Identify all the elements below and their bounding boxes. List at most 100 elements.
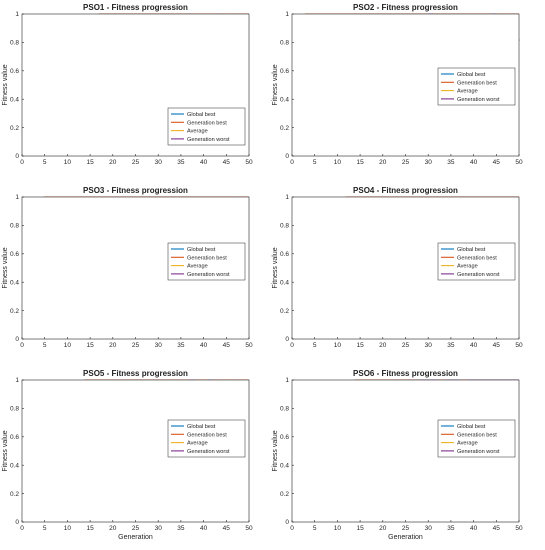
y-axis-label: Fitness value [2,64,9,105]
y-tick-label: 0.4 [10,96,19,103]
y-tick-label: 0 [15,153,19,160]
legend-entry: Global best [457,72,486,78]
x-tick-label: 0 [20,342,24,349]
y-tick-label: 0.6 [280,251,289,258]
x-tick-label: 30 [425,159,433,166]
x-tick-label: 50 [245,342,253,349]
chart-title: PSO5 - Fitness progression [83,369,188,378]
legend-entry: Generation best [187,255,227,261]
x-tick-label: 25 [132,525,140,532]
x-tick-label: 40 [200,159,208,166]
y-axis-label: Fitness value [2,247,9,288]
y-tick-label: 0.6 [10,68,19,75]
legend-entry: Generation best [457,255,497,261]
x-tick-label: 5 [43,525,47,532]
chart-title: PSO2 - Fitness progression [353,3,458,12]
x-tick-label: 5 [313,159,317,166]
y-tick-label: 0.6 [280,68,289,75]
y-tick-label: 0.6 [280,434,289,441]
x-tick-label: 5 [43,159,47,166]
legend-entry: Global best [187,247,216,253]
x-tick-label: 35 [447,525,455,532]
x-tick-label: 25 [402,342,410,349]
x-axis-label: Generation [118,534,153,541]
chart-6: 0 5 10 15 20 25 30 35 40 45 50 0 0.2 0.4 0.6 0.8 1 PSO6 -… [272,369,523,541]
legend-entry: Generation best [457,80,497,86]
y-tick-label: 0.8 [280,223,289,230]
y-tick-label: 0.2 [280,308,289,315]
legend-entry: Average [187,129,208,135]
x-tick-label: 15 [86,159,94,166]
x-tick-label: 10 [334,525,342,532]
chart-title: PSO4 - Fitness progression [353,186,458,195]
x-tick-label: 45 [493,525,501,532]
legend-entry: Generation worst [187,449,230,455]
legend-entry: Average [457,441,478,447]
x-tick-label: 15 [356,342,364,349]
y-tick-label: 1 [285,194,289,201]
x-tick-label: 25 [132,342,140,349]
x-tick-label: 30 [425,342,433,349]
legend-entry: Generation worst [457,97,500,103]
legend-entry: Average [187,441,208,447]
x-tick-label: 25 [402,159,410,166]
y-tick-label: 0.8 [10,406,19,413]
legend-entry: Generation worst [187,272,230,278]
y-tick-label: 0 [285,336,289,343]
chart-4: 0 5 10 15 20 25 30 35 40 45 50 0 0.2 0.4 0.6 0.8 1 PSO4 -… [272,186,523,349]
x-tick-label: 35 [447,342,455,349]
x-tick-label: 45 [493,159,501,166]
y-tick-label: 0.8 [10,223,19,230]
x-tick-label: 40 [470,525,478,532]
x-tick-label: 40 [470,159,478,166]
chart-title: PSO6 - Fitness progression [353,369,458,378]
x-tick-label: 30 [155,159,163,166]
y-tick-label: 0.2 [10,125,19,132]
legend-entry: Average [457,264,478,270]
x-tick-label: 15 [356,159,364,166]
x-tick-label: 20 [379,159,387,166]
x-tick-label: 15 [86,525,94,532]
legend-entry: Global best [457,424,486,430]
y-axis-label: Fitness value [2,430,9,471]
x-tick-label: 5 [43,342,47,349]
y-tick-label: 0.2 [10,308,19,315]
x-tick-label: 50 [245,525,253,532]
legend-entry: Generation worst [457,449,500,455]
x-tick-label: 20 [109,342,117,349]
x-tick-label: 20 [379,525,387,532]
x-tick-label: 40 [200,342,208,349]
x-tick-label: 50 [515,159,523,166]
legend-entry: Average [187,264,208,270]
x-tick-label: 30 [425,525,433,532]
x-tick-label: 15 [86,342,94,349]
x-tick-label: 30 [155,342,163,349]
x-tick-label: 35 [177,525,185,532]
x-tick-label: 10 [64,525,72,532]
chart-2: 0 5 10 15 20 25 30 35 40 45 50 0 0.2 0.4 0.6 0.8 1 PSO2 -… [272,3,523,166]
x-tick-label: 15 [356,525,364,532]
legend-entry: Average [457,89,478,95]
x-tick-label: 35 [177,159,185,166]
chart-1: 0 5 10 15 20 25 30 35 40 45 50 0 0.2 0.4 0.6 0.8 1 PSO1 -… [2,3,253,166]
x-tick-label: 10 [64,159,72,166]
y-tick-label: 0.2 [280,125,289,132]
y-tick-label: 0.8 [280,406,289,413]
y-tick-label: 1 [15,194,19,201]
y-tick-label: 1 [285,11,289,18]
chart-5: 0 5 10 15 20 25 30 35 40 45 50 0 0.2 0.4 0.6 0.8 1 PSO5 -… [2,369,253,541]
x-tick-label: 0 [20,159,24,166]
y-tick-label: 0.4 [280,279,289,286]
x-tick-label: 35 [447,159,455,166]
legend-entry: Global best [187,112,216,118]
y-tick-label: 0.4 [280,96,289,103]
x-tick-label: 0 [20,525,24,532]
y-tick-label: 0.6 [10,434,19,441]
legend-entry: Global best [187,424,216,430]
x-tick-label: 10 [334,342,342,349]
y-tick-label: 0.2 [10,491,19,498]
y-tick-label: 0.6 [10,251,19,258]
y-tick-label: 0 [15,519,19,526]
x-tick-label: 20 [109,159,117,166]
